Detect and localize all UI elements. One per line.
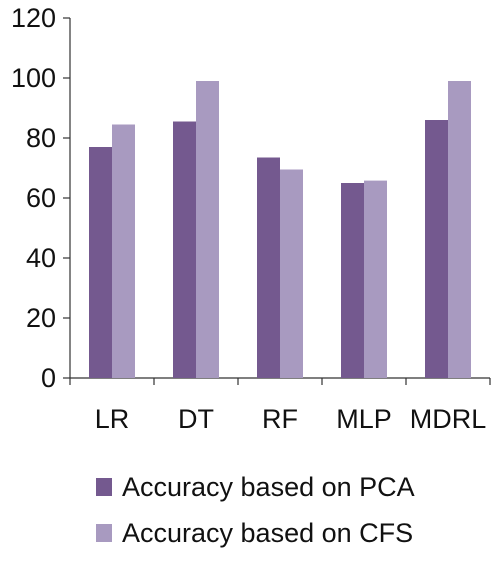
bars (89, 81, 471, 378)
bar-mdrl-cfs (448, 81, 471, 378)
bar-mlp-cfs (364, 180, 387, 378)
y-tick-label: 0 (41, 363, 56, 393)
bar-lr-cfs (112, 124, 135, 378)
legend-label-pca: Accuracy based on PCA (122, 471, 415, 502)
x-axis: LR DT RF MLP MDRL (69, 377, 491, 434)
bar-mdrl-pca (425, 120, 448, 378)
x-tick-label: DT (178, 404, 214, 434)
y-tick-label: 80 (26, 123, 56, 153)
x-tick-label: RF (262, 404, 298, 434)
x-tick-label: MDRL (410, 404, 487, 434)
bar-lr-pca (89, 147, 112, 378)
y-tick-label: 60 (26, 183, 56, 213)
bar-dt-cfs (196, 81, 219, 378)
bar-rf-pca (257, 157, 280, 378)
y-tick-label: 100 (11, 63, 56, 93)
y-tick-label: 40 (26, 243, 56, 273)
y-axis: 0 20 40 60 80 100 120 (11, 3, 71, 393)
legend-item-cfs: Accuracy based on CFS (96, 510, 415, 556)
legend-swatch-cfs (96, 524, 112, 542)
bar-mlp-pca (341, 183, 364, 378)
y-tick-label: 120 (11, 3, 56, 33)
x-tick-label: MLP (336, 404, 392, 434)
bar-dt-pca (173, 121, 196, 378)
x-tick-label: LR (95, 404, 130, 434)
legend-item-pca: Accuracy based on PCA (96, 464, 415, 510)
legend: Accuracy based on PCA Accuracy based on … (96, 464, 415, 556)
legend-label-cfs: Accuracy based on CFS (122, 517, 414, 548)
legend-swatch-pca (96, 478, 112, 496)
y-tick-label: 20 (26, 303, 56, 333)
bar-rf-cfs (280, 169, 303, 378)
